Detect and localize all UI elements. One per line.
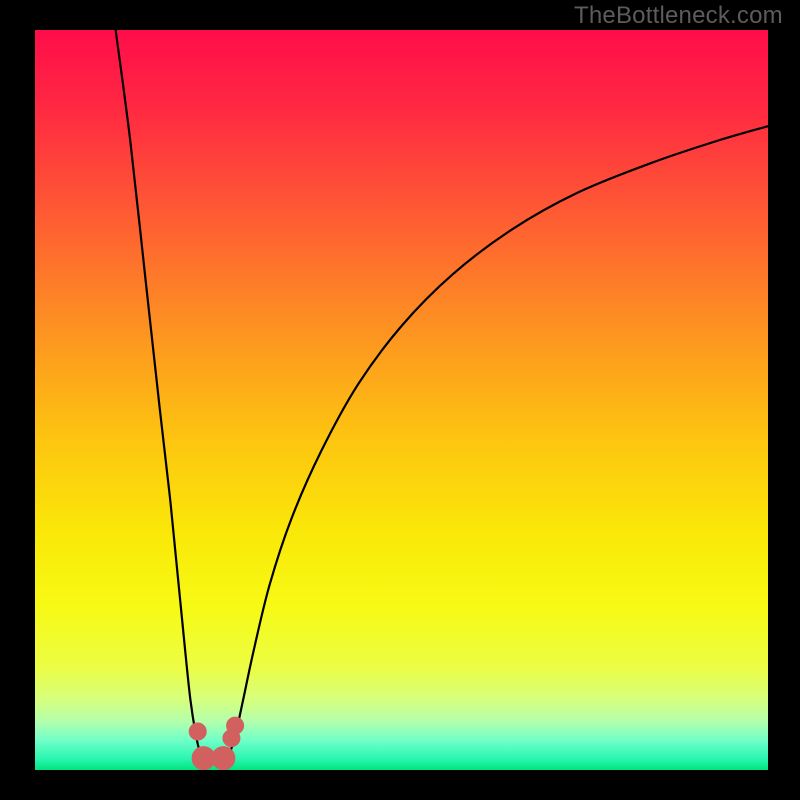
plot-background	[35, 30, 768, 770]
watermark-label: TheBottleneck.com	[574, 2, 783, 30]
bottleneck-curve-plot	[35, 30, 768, 770]
marker-dot	[212, 747, 235, 770]
marker-dot	[189, 723, 206, 740]
marker-dot	[227, 717, 244, 734]
figure-root: TheBottleneck.com	[0, 0, 800, 800]
